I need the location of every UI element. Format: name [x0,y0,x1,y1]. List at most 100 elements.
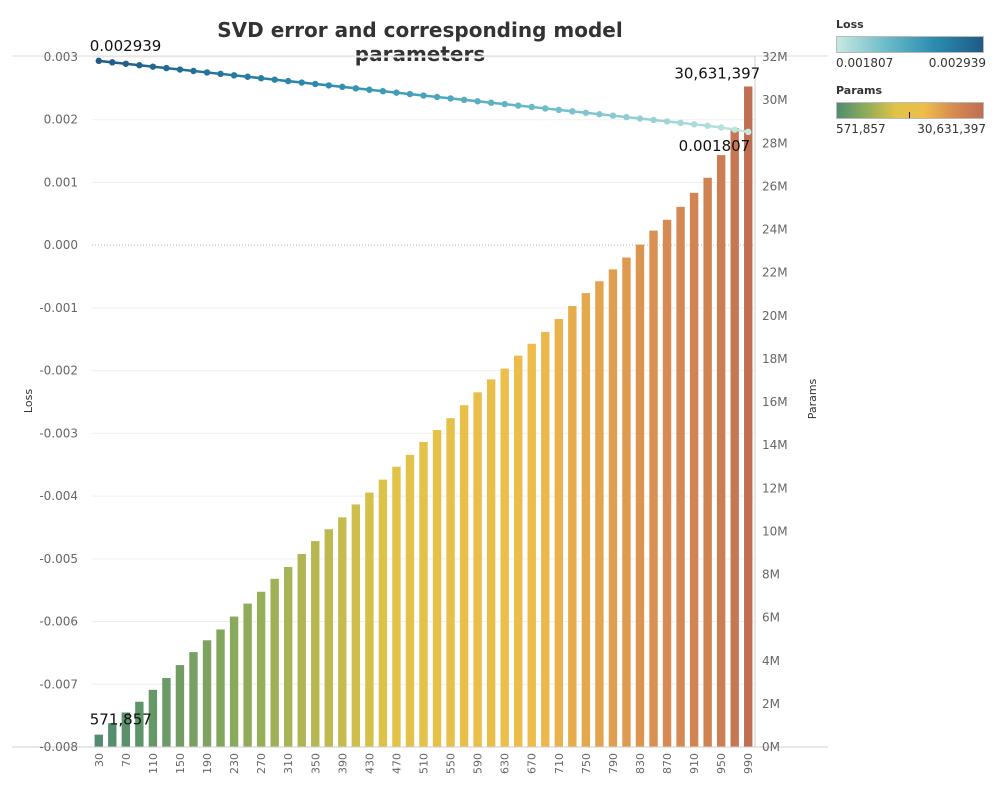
params-bar [216,629,225,747]
y-left-tick-label: 0.003 [44,50,78,64]
y-left-tick-label: 0.000 [44,238,78,252]
x-tick-label: 70 [120,753,133,767]
loss-point [569,108,576,115]
loss-legend-max: 0.002939 [928,56,986,70]
loss-point [650,116,657,124]
loss-point [136,62,143,69]
y-left-tick-label: -0.003 [39,426,78,440]
params-bar [148,689,158,747]
y-left-tick-label: -0.006 [39,615,78,629]
loss-point [352,85,360,92]
params-bar [608,269,618,747]
params-bar [622,257,631,747]
line-points [95,57,752,136]
params-bar [486,379,496,747]
y-left-tick-label: -0.004 [39,489,78,503]
y-left-axis-title: Loss [22,389,35,413]
loss-point [393,89,400,96]
x-tick-label: 190 [201,753,214,774]
loss-legend-title: Loss [836,18,864,31]
params-legend-title: Params [836,84,883,97]
y-right-axis-title: Params [806,378,819,419]
loss-legend: Loss 0.001807 0.002939 [836,18,986,70]
params-bar [676,206,685,747]
loss-point [433,93,441,101]
loss-point [596,111,603,118]
y-right-tick-label: 16M [762,395,788,409]
params-bar [324,529,333,747]
params-bar [392,466,401,747]
y-right-tick-label: 0M [762,740,780,754]
data-label: 0.001807 [679,137,751,155]
params-bar [121,712,131,747]
params-bar [297,554,306,747]
y-right-tick-label: 6M [762,611,780,625]
y-left-tick-label: 0.002 [44,113,78,127]
data-label: 571,857 [90,711,152,729]
params-legend-marker [909,112,910,118]
y-left-tick-label: -0.001 [39,301,78,315]
x-tick-label: 750 [580,753,593,774]
loss-point [582,109,590,116]
loss-point [528,103,535,111]
y-right-tick-label: 4M [762,654,780,668]
y-right-tick-label: 12M [762,481,788,495]
x-tick-label: 310 [282,753,295,774]
loss-point [284,77,292,85]
data-label: 30,631,397 [674,65,760,83]
params-bar [94,734,103,747]
params-bar [283,566,293,747]
params-bar [338,517,347,747]
y-left-tick-label: -0.005 [39,552,78,566]
y-right-tick-label: 30M [762,93,788,107]
x-tick-label: 990 [742,753,755,774]
params-bar [202,640,212,747]
x-tick-label: 270 [255,753,268,774]
y-right-tick-label: 28M [762,136,788,150]
loss-point [731,126,738,133]
params-legend: Params 571,857 30,631,397 [836,84,986,136]
x-tick-label: 550 [445,753,458,774]
loss-point [406,90,414,98]
params-bar [175,665,185,747]
params-legend-min: 571,857 [836,122,886,136]
y-right-tick-label: 18M [762,352,788,366]
y-right-tick-label: 24M [762,223,788,237]
params-bar [256,591,266,747]
loss-point [163,64,170,72]
params-bar [229,616,239,747]
x-tick-label: 390 [336,753,349,774]
x-tick-label: 30 [93,753,106,767]
params-bar [419,441,428,747]
params-bar [135,701,144,747]
params-bar [649,230,658,747]
y-right-tick-label: 26M [762,179,788,193]
x-tick-label: 430 [363,753,376,774]
params-bar [189,652,198,747]
loss-point [122,60,130,67]
params-bar [716,155,726,747]
params-bar [446,418,455,747]
loss-point [609,112,617,119]
loss-legend-min: 0.001807 [836,56,894,70]
axes: 0.003 0.002 0.001 0.000 -0.001 -0.002 -0.003 -0… [12,50,828,774]
loss-point [149,63,157,70]
loss-legend-gradient [836,36,984,53]
loss-point [663,118,671,125]
params-bar [405,454,415,747]
loss-point [339,83,346,91]
loss-point [623,113,630,121]
y-left-tick-label: -0.007 [39,677,78,691]
params-bar [162,678,171,747]
params-bar [378,479,388,747]
params-bar [527,343,536,747]
loss-point [542,105,549,112]
x-tick-label: 830 [634,753,647,774]
loss-point [501,100,508,108]
params-bar [311,541,320,747]
loss-point [244,73,251,80]
params-bar [541,331,550,747]
loss-point [298,79,305,86]
params-bar [635,244,645,747]
loss-point [636,115,644,122]
